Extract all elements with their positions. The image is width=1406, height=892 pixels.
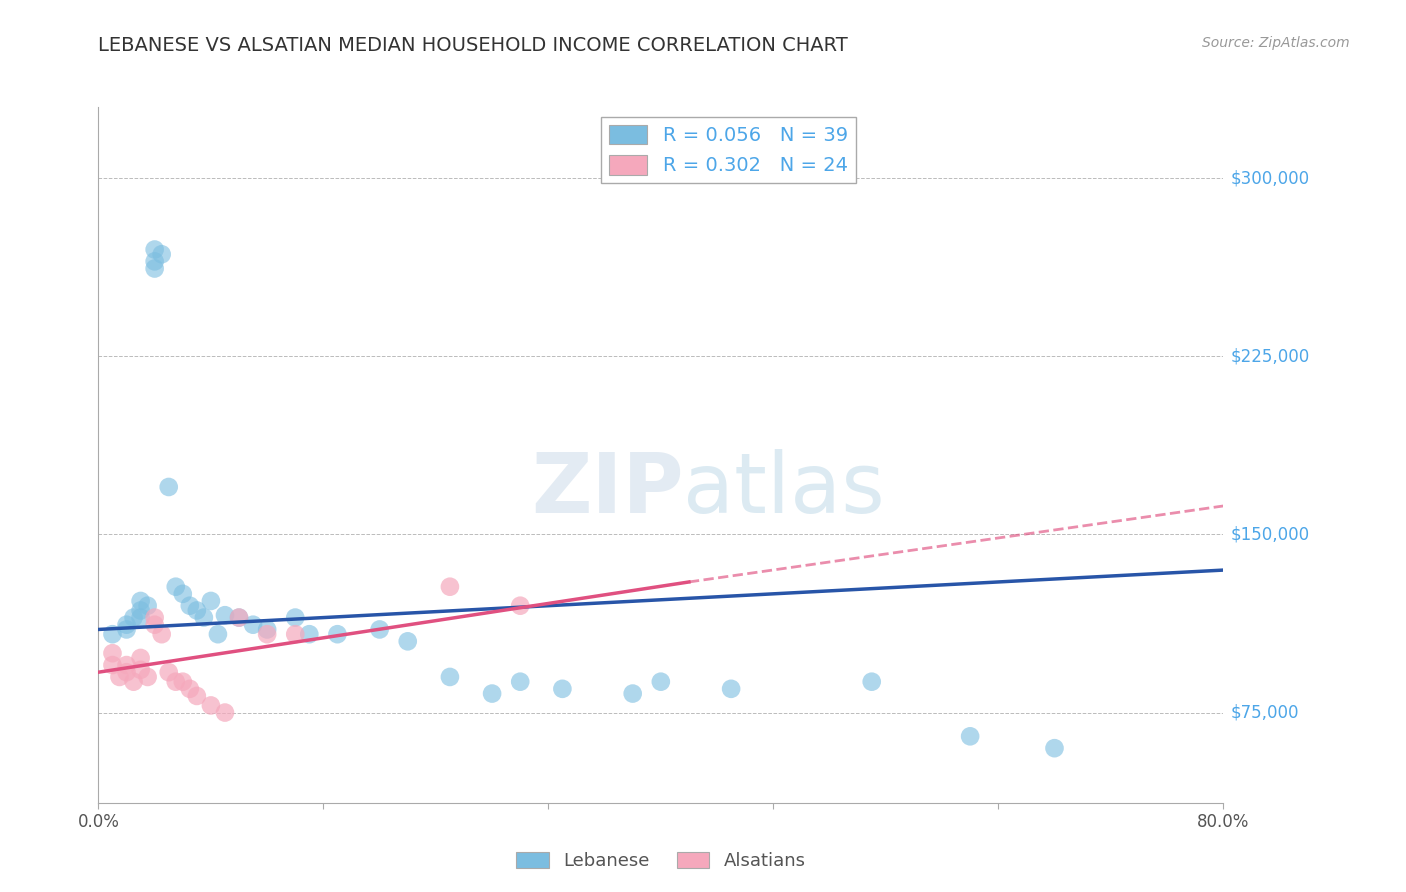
- Text: $75,000: $75,000: [1230, 704, 1299, 722]
- Point: [150, 627, 173, 641]
- Point: [200, 698, 222, 713]
- Point: [129, 663, 152, 677]
- Text: Source: ZipAtlas.com: Source: ZipAtlas.com: [1202, 36, 1350, 50]
- Point: [214, 608, 236, 623]
- Point: [439, 670, 461, 684]
- Point: [284, 610, 307, 624]
- Point: [143, 610, 166, 624]
- Point: [200, 594, 222, 608]
- Point: [136, 670, 159, 684]
- Point: [242, 617, 264, 632]
- Point: [129, 651, 152, 665]
- Point: [122, 610, 145, 624]
- Point: [396, 634, 419, 648]
- Point: [150, 247, 173, 261]
- Point: [101, 658, 124, 673]
- Point: [186, 689, 208, 703]
- Point: [621, 687, 644, 701]
- Point: [284, 627, 307, 641]
- Point: [115, 665, 138, 680]
- Point: [368, 623, 391, 637]
- Text: $225,000: $225,000: [1230, 347, 1309, 366]
- Point: [720, 681, 742, 696]
- Point: [179, 681, 201, 696]
- Point: [172, 587, 194, 601]
- Point: [650, 674, 672, 689]
- Point: [551, 681, 574, 696]
- Point: [186, 603, 208, 617]
- Text: $300,000: $300,000: [1230, 169, 1309, 187]
- Point: [143, 254, 166, 268]
- Point: [101, 646, 124, 660]
- Point: [115, 658, 138, 673]
- Point: [228, 610, 250, 624]
- Point: [122, 674, 145, 689]
- Point: [860, 674, 883, 689]
- Point: [228, 610, 250, 624]
- Point: [256, 627, 278, 641]
- Point: [143, 243, 166, 257]
- Point: [172, 674, 194, 689]
- Point: [157, 665, 180, 680]
- Point: [143, 261, 166, 276]
- Point: [143, 617, 166, 632]
- Point: [165, 674, 187, 689]
- Point: [326, 627, 349, 641]
- Point: [108, 670, 131, 684]
- Point: [256, 623, 278, 637]
- Point: [481, 687, 503, 701]
- Point: [509, 599, 531, 613]
- Point: [115, 623, 138, 637]
- Point: [157, 480, 180, 494]
- Point: [179, 599, 201, 613]
- Text: $150,000: $150,000: [1230, 525, 1309, 543]
- Point: [207, 627, 229, 641]
- Point: [193, 610, 215, 624]
- Legend: Lebanese, Alsatians: Lebanese, Alsatians: [509, 845, 813, 877]
- Point: [115, 617, 138, 632]
- Point: [509, 674, 531, 689]
- Point: [959, 729, 981, 743]
- Point: [129, 603, 152, 617]
- Point: [129, 610, 152, 624]
- Point: [214, 706, 236, 720]
- Text: atlas: atlas: [683, 450, 884, 530]
- Text: LEBANESE VS ALSATIAN MEDIAN HOUSEHOLD INCOME CORRELATION CHART: LEBANESE VS ALSATIAN MEDIAN HOUSEHOLD IN…: [98, 36, 848, 54]
- Point: [1043, 741, 1066, 756]
- Text: ZIP: ZIP: [531, 450, 683, 530]
- Point: [165, 580, 187, 594]
- Point: [129, 594, 152, 608]
- Point: [136, 599, 159, 613]
- Point: [298, 627, 321, 641]
- Point: [101, 627, 124, 641]
- Point: [439, 580, 461, 594]
